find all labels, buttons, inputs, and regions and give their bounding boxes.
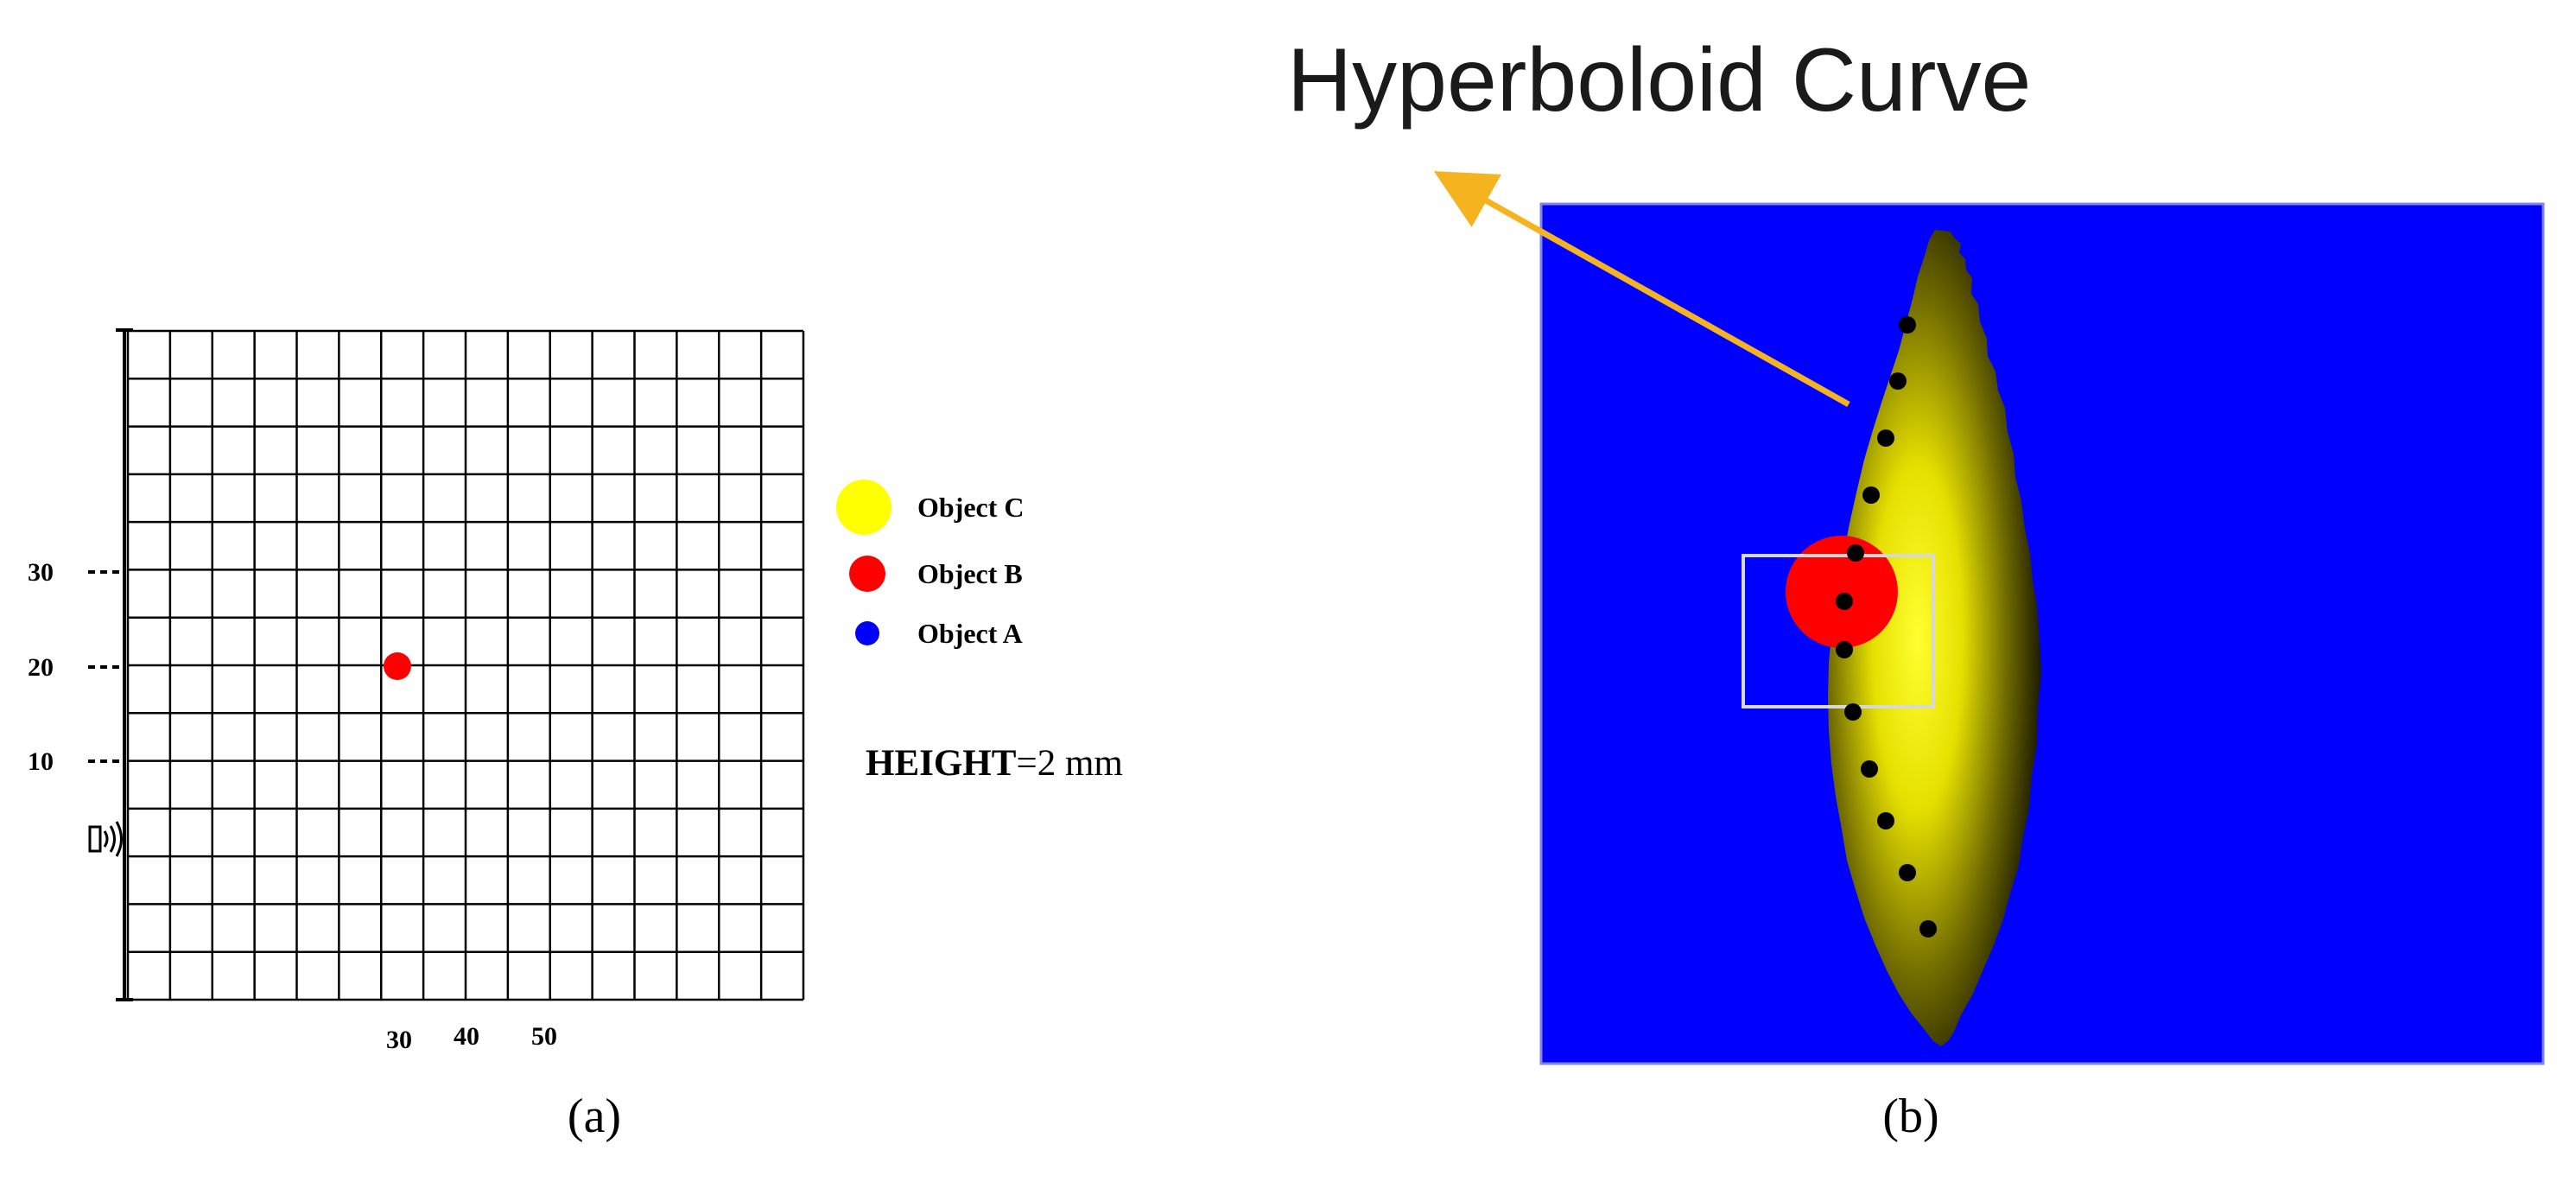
curve-dot (1847, 544, 1864, 562)
legend-swatch (849, 556, 885, 592)
curve-dot (1877, 429, 1894, 447)
panel-b: Hyperboloid Curve (b) (1287, 30, 2545, 1143)
curve-dot (1836, 641, 1853, 658)
hyperboloid-dots (1836, 316, 1937, 937)
grid (126, 329, 805, 1001)
height-label: HEIGHT (866, 743, 1017, 784)
legend-item-object-b: Object B (849, 556, 1023, 592)
y-tick-30: 30 (28, 558, 121, 587)
legend-label: Object B (917, 558, 1023, 589)
curve-dot (1862, 486, 1880, 504)
y-axis (116, 328, 133, 1001)
arrow-to-title (1433, 171, 1850, 408)
legend-label: Object A (917, 618, 1023, 649)
caption-b: (b) (1882, 1090, 1938, 1143)
y-tick-20: 20 (28, 653, 121, 682)
x-tick-label-30: 30 (386, 1026, 412, 1054)
x-tick-label-40: 40 (454, 1022, 479, 1051)
curve-dot (1899, 316, 1916, 334)
curve-dot (1861, 760, 1878, 778)
curve-dot (1844, 703, 1862, 721)
scan-background (1539, 202, 2545, 1065)
x-tick-label-50: 50 (531, 1022, 557, 1051)
legend-swatch (855, 621, 879, 645)
height-value: =2 mm (1016, 743, 1122, 784)
y-tick-label: 10 (28, 747, 54, 776)
legend: Object C Object B Object A (836, 480, 1025, 649)
panel-a: 30 20 10 30 40 50 Object C (28, 328, 1123, 1143)
curve-dot (1836, 593, 1853, 610)
object-b-marker (384, 652, 411, 680)
curve-dot (1899, 864, 1916, 881)
curve-dot (1877, 812, 1894, 829)
radar-sensor-icon (88, 821, 123, 857)
caption-a: (a) (568, 1090, 621, 1143)
legend-label: Object C (917, 492, 1025, 523)
legend-swatch (836, 480, 891, 535)
curve-dot (1919, 920, 1937, 937)
target-box (1742, 554, 1935, 709)
curve-dot (1889, 372, 1907, 390)
height-annotation: HEIGHT=2 mm (866, 743, 1123, 784)
legend-item-object-c: Object C (836, 480, 1025, 535)
y-tick-10: 10 (28, 747, 121, 776)
y-tick-label: 30 (28, 558, 54, 587)
y-tick-label: 20 (28, 653, 54, 682)
panel-b-title: Hyperboloid Curve (1287, 30, 2031, 130)
legend-item-object-a: Object A (855, 618, 1023, 649)
target-object-b (1786, 536, 1898, 648)
